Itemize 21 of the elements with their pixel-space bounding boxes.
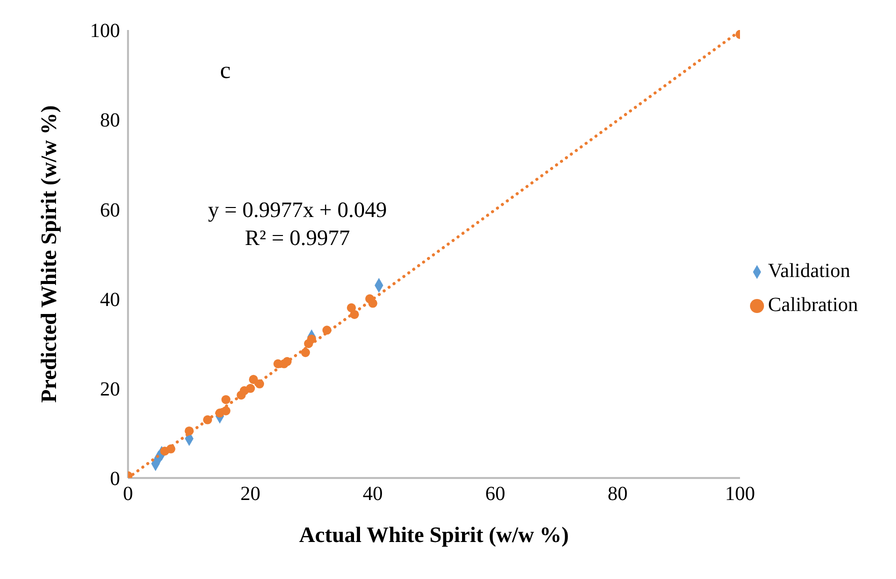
x-tick-label: 100: [725, 483, 756, 506]
y-tick-label: 20: [100, 378, 120, 400]
x-axis-title: Actual White Spirit (w/w %): [299, 522, 569, 547]
y-tick-label: 100: [90, 20, 120, 42]
x-tick-label: 60: [485, 483, 506, 506]
y-tick-label: 0: [110, 468, 120, 490]
x-tick-label: 20: [240, 483, 260, 506]
point: [248, 374, 258, 384]
x-tick-label: 80: [608, 483, 628, 506]
y-axis-title: Predicted White Spirit (w/w %): [36, 105, 61, 403]
y-tick-label: 60: [100, 199, 120, 222]
y-tick-label: 40: [100, 288, 120, 311]
point: [307, 334, 316, 344]
legend-label: Validation: [768, 260, 850, 282]
x-tick-label: 40: [362, 483, 383, 506]
annotation: y = 0.9977x + 0.049 R² = 0.9977: [208, 196, 387, 252]
legend-label: Calibration: [768, 294, 858, 316]
annotation: c: [220, 58, 231, 85]
y-tick-label: 80: [100, 110, 120, 132]
point: [346, 303, 356, 312]
point: [221, 395, 230, 404]
